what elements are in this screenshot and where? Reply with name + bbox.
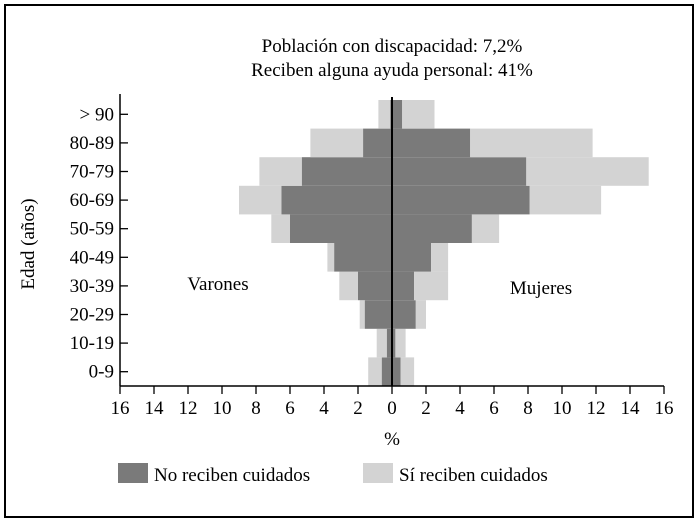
bar-varones-si-60-69	[239, 185, 282, 215]
bar-varones-si-30-39	[339, 271, 358, 301]
bars-group	[239, 100, 649, 386]
x-axis-label: %	[384, 429, 400, 450]
bar-mujeres-si-20-29	[415, 300, 426, 329]
bar-varones-no-30-39	[358, 271, 392, 301]
bar-varones-no-60-69	[281, 185, 392, 215]
bar-varones-si-20-29	[359, 300, 365, 329]
y-axis-label: Edad (años)	[18, 198, 39, 289]
chart-title-line-2: Reciben alguna ayuda personal: 41%	[251, 60, 533, 81]
y-tick-label: 10-19	[70, 333, 114, 354]
legend-label-no-reciben: No reciben cuidados	[154, 465, 310, 486]
bar-varones-si-10-19	[376, 328, 387, 358]
x-tick-label: 14	[621, 398, 641, 419]
y-tick-label: 0-9	[89, 362, 114, 383]
x-tick-label: 8	[251, 398, 261, 419]
bar-mujeres-si-70-79	[526, 157, 649, 186]
bar-mujeres-no-0-9	[392, 357, 401, 386]
bar-mujeres-no-30-39	[392, 271, 415, 301]
y-tick-label: 50-59	[70, 219, 114, 240]
y-tick-label: 30-39	[70, 276, 114, 297]
bar-mujeres-si--90	[402, 100, 435, 129]
y-tick-label: 20-29	[70, 305, 114, 326]
y-tick-label: 70-79	[70, 162, 114, 183]
legend-swatch-no-reciben	[118, 463, 148, 483]
bar-mujeres-si-40-49	[431, 243, 449, 272]
bar-varones-no-0-9	[381, 357, 392, 386]
x-tick-label: 4	[319, 398, 329, 419]
right-side-label: Mujeres	[510, 278, 572, 299]
bar-mujeres-no-80-89	[392, 128, 471, 158]
bar-varones-no-70-79	[301, 157, 392, 186]
bar-varones-no-40-49	[334, 243, 392, 272]
bar-mujeres-no--90	[392, 100, 403, 129]
bar-varones-si-40-49	[327, 243, 335, 272]
bar-mujeres-si-80-89	[470, 128, 593, 158]
bar-varones-si-50-59	[271, 214, 290, 243]
x-tick-label: 8	[523, 398, 533, 419]
x-tick-label: 12	[587, 398, 606, 419]
bar-mujeres-no-70-79	[392, 157, 527, 186]
bar-varones-si-70-79	[259, 157, 302, 186]
bar-varones-no-20-29	[364, 300, 392, 329]
chart-title-line-1: Población con discapacidad: 7,2%	[262, 36, 523, 57]
bar-mujeres-si-30-39	[414, 271, 449, 301]
x-tick-label: 16	[655, 398, 674, 419]
bar-mujeres-si-60-69	[529, 185, 602, 215]
x-tick-label: 2	[353, 398, 363, 419]
x-tick-label: 12	[179, 398, 198, 419]
bar-mujeres-si-50-59	[471, 214, 500, 243]
x-tick-label: 2	[421, 398, 431, 419]
bar-varones-no-80-89	[363, 128, 392, 158]
x-tick-label: 4	[455, 398, 465, 419]
bar-varones-no-50-59	[290, 214, 392, 243]
bar-varones-no-10-19	[386, 328, 392, 358]
bar-varones-si--90	[378, 100, 391, 129]
bar-mujeres-no-40-49	[392, 243, 432, 272]
y-tick-label: 80-89	[70, 133, 114, 154]
x-tick-label: 10	[553, 398, 572, 419]
x-tick-label: 10	[213, 398, 232, 419]
y-tick-label: > 90	[80, 104, 114, 125]
bar-varones-si-0-9	[368, 357, 382, 386]
x-tick-label: 6	[489, 398, 499, 419]
bar-mujeres-no-60-69	[392, 185, 530, 215]
bar-mujeres-no-10-19	[392, 328, 396, 358]
bar-varones-si-80-89	[310, 128, 364, 158]
x-tick-label: 16	[111, 398, 130, 419]
bar-mujeres-si-0-9	[400, 357, 415, 386]
x-tick-label: 0	[387, 398, 397, 419]
left-side-label: Varones	[187, 274, 248, 295]
axes-group: 0-910-1920-2930-3940-4950-5960-6970-7980…	[70, 94, 674, 419]
legend: No reciben cuidados Sí reciben cuidados	[118, 463, 548, 486]
y-tick-label: 60-69	[70, 190, 114, 211]
bar-mujeres-si-10-19	[395, 328, 406, 358]
x-tick-label: 14	[145, 398, 165, 419]
legend-swatch-si-reciben	[363, 463, 393, 483]
x-tick-label: 6	[285, 398, 295, 419]
y-tick-label: 40-49	[70, 247, 114, 268]
legend-label-si-reciben: Sí reciben cuidados	[399, 465, 548, 486]
bar-mujeres-no-20-29	[392, 300, 416, 329]
bar-mujeres-no-50-59	[392, 214, 472, 243]
